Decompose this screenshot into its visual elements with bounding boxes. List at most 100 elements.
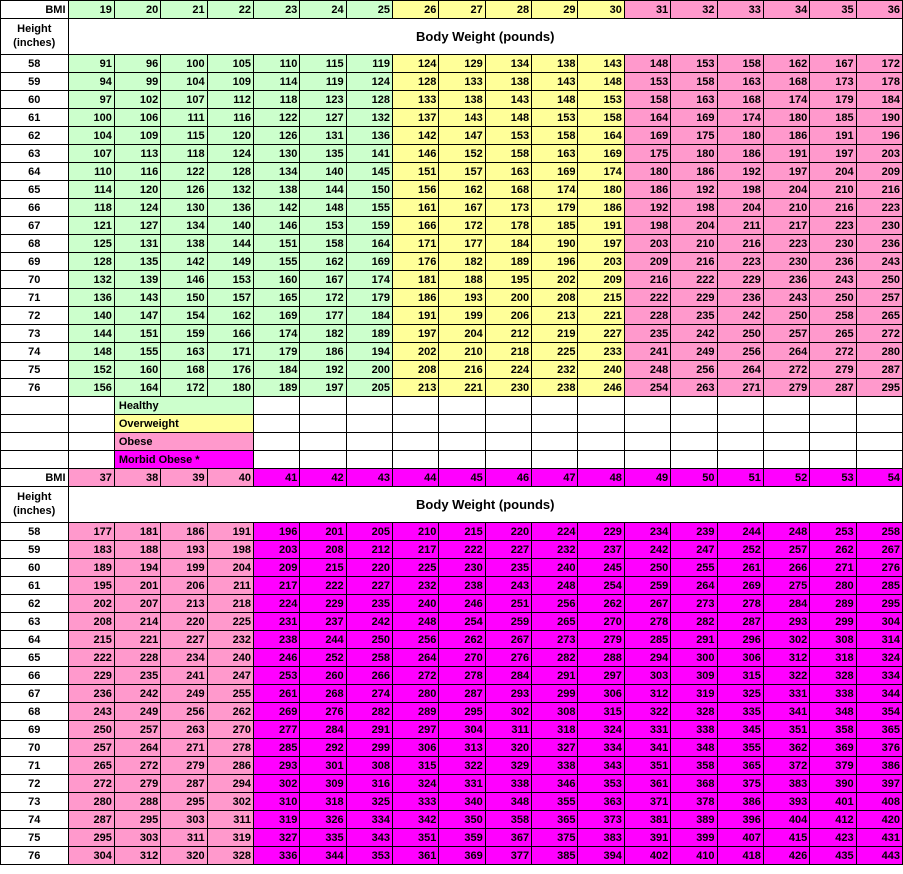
height-cell: 72	[1, 775, 69, 793]
weight-cell: 156	[393, 181, 439, 199]
weight-cell: 199	[439, 307, 485, 325]
weight-cell: 180	[671, 145, 717, 163]
weight-cell: 272	[856, 325, 902, 343]
height-cell: 62	[1, 595, 69, 613]
weight-cell: 257	[856, 289, 902, 307]
weight-cell: 292	[300, 739, 346, 757]
weight-cell: 225	[207, 613, 253, 631]
weight-cell: 402	[624, 847, 670, 865]
weight-cell: 303	[624, 667, 670, 685]
weight-cell: 303	[114, 829, 160, 847]
weight-cell: 265	[68, 757, 114, 775]
weight-cell: 107	[68, 145, 114, 163]
weight-cell: 250	[346, 631, 392, 649]
weight-cell: 247	[207, 667, 253, 685]
bmi-header-cell: 22	[207, 1, 253, 19]
weight-cell: 272	[393, 667, 439, 685]
weight-cell: 286	[207, 757, 253, 775]
weight-cell: 197	[300, 379, 346, 397]
weight-cell: 279	[763, 379, 809, 397]
weight-cell: 329	[485, 757, 531, 775]
weight-cell: 235	[485, 559, 531, 577]
bmi-header-cell: 32	[671, 1, 717, 19]
weight-cell: 358	[485, 811, 531, 829]
bmi-header-cell: 28	[485, 1, 531, 19]
weight-cell: 180	[717, 127, 763, 145]
weight-cell: 253	[810, 523, 856, 541]
weight-cell: 240	[532, 559, 578, 577]
bmi-header-cell: 38	[114, 469, 160, 487]
weight-cell: 142	[161, 253, 207, 271]
weight-cell: 241	[624, 343, 670, 361]
weight-cell: 139	[114, 271, 160, 289]
weight-cell: 207	[114, 595, 160, 613]
weight-cell: 177	[68, 523, 114, 541]
weight-cell: 208	[300, 541, 346, 559]
weight-cell: 251	[485, 595, 531, 613]
weight-cell: 315	[393, 757, 439, 775]
weight-cell: 198	[207, 541, 253, 559]
weight-cell: 393	[763, 793, 809, 811]
weight-cell: 331	[439, 775, 485, 793]
weight-cell: 134	[253, 163, 299, 181]
weight-cell: 270	[439, 649, 485, 667]
weight-cell: 275	[763, 577, 809, 595]
weight-cell: 256	[393, 631, 439, 649]
weight-cell: 130	[253, 145, 299, 163]
weight-cell: 390	[810, 775, 856, 793]
weight-cell: 249	[114, 703, 160, 721]
weight-cell: 230	[763, 253, 809, 271]
weight-cell: 346	[532, 775, 578, 793]
weight-cell: 243	[810, 271, 856, 289]
weight-cell: 229	[671, 289, 717, 307]
weight-cell: 338	[671, 721, 717, 739]
weight-cell: 106	[114, 109, 160, 127]
weight-cell: 173	[810, 73, 856, 91]
weight-cell: 287	[68, 811, 114, 829]
weight-cell: 325	[346, 793, 392, 811]
weight-cell: 217	[763, 217, 809, 235]
weight-cell: 195	[68, 577, 114, 595]
weight-cell: 158	[485, 145, 531, 163]
bmi-header-cell: 39	[161, 469, 207, 487]
weight-cell: 287	[717, 613, 763, 631]
weight-cell: 198	[717, 181, 763, 199]
weight-cell: 269	[253, 703, 299, 721]
weight-cell: 267	[624, 595, 670, 613]
weight-cell: 96	[114, 55, 160, 73]
weight-cell: 113	[114, 145, 160, 163]
weight-cell: 235	[671, 307, 717, 325]
weight-cell: 322	[763, 667, 809, 685]
weight-cell: 368	[671, 775, 717, 793]
weight-cell: 196	[253, 523, 299, 541]
weight-cell: 172	[300, 289, 346, 307]
weight-cell: 273	[532, 631, 578, 649]
weight-cell: 137	[393, 109, 439, 127]
weight-cell: 127	[300, 109, 346, 127]
weight-cell: 112	[207, 91, 253, 109]
weight-cell: 142	[253, 199, 299, 217]
weight-cell: 238	[253, 631, 299, 649]
weight-cell: 184	[346, 307, 392, 325]
weight-cell: 297	[578, 667, 624, 685]
weight-cell: 270	[207, 721, 253, 739]
weight-cell: 172	[856, 55, 902, 73]
weight-cell: 338	[532, 757, 578, 775]
weight-cell: 131	[300, 127, 346, 145]
weight-cell: 242	[624, 541, 670, 559]
weight-cell: 335	[300, 829, 346, 847]
bmi-header-cell: 51	[717, 469, 763, 487]
weight-cell: 394	[578, 847, 624, 865]
legend-cell: Obese	[114, 433, 253, 451]
weight-cell: 145	[346, 163, 392, 181]
weight-cell: 120	[207, 127, 253, 145]
weight-cell: 224	[485, 361, 531, 379]
weight-cell: 190	[532, 235, 578, 253]
weight-cell: 197	[578, 235, 624, 253]
weight-cell: 284	[485, 667, 531, 685]
weight-cell: 353	[578, 775, 624, 793]
weight-cell: 202	[532, 271, 578, 289]
weight-cell: 174	[253, 325, 299, 343]
weight-cell: 278	[207, 739, 253, 757]
weight-cell: 140	[300, 163, 346, 181]
